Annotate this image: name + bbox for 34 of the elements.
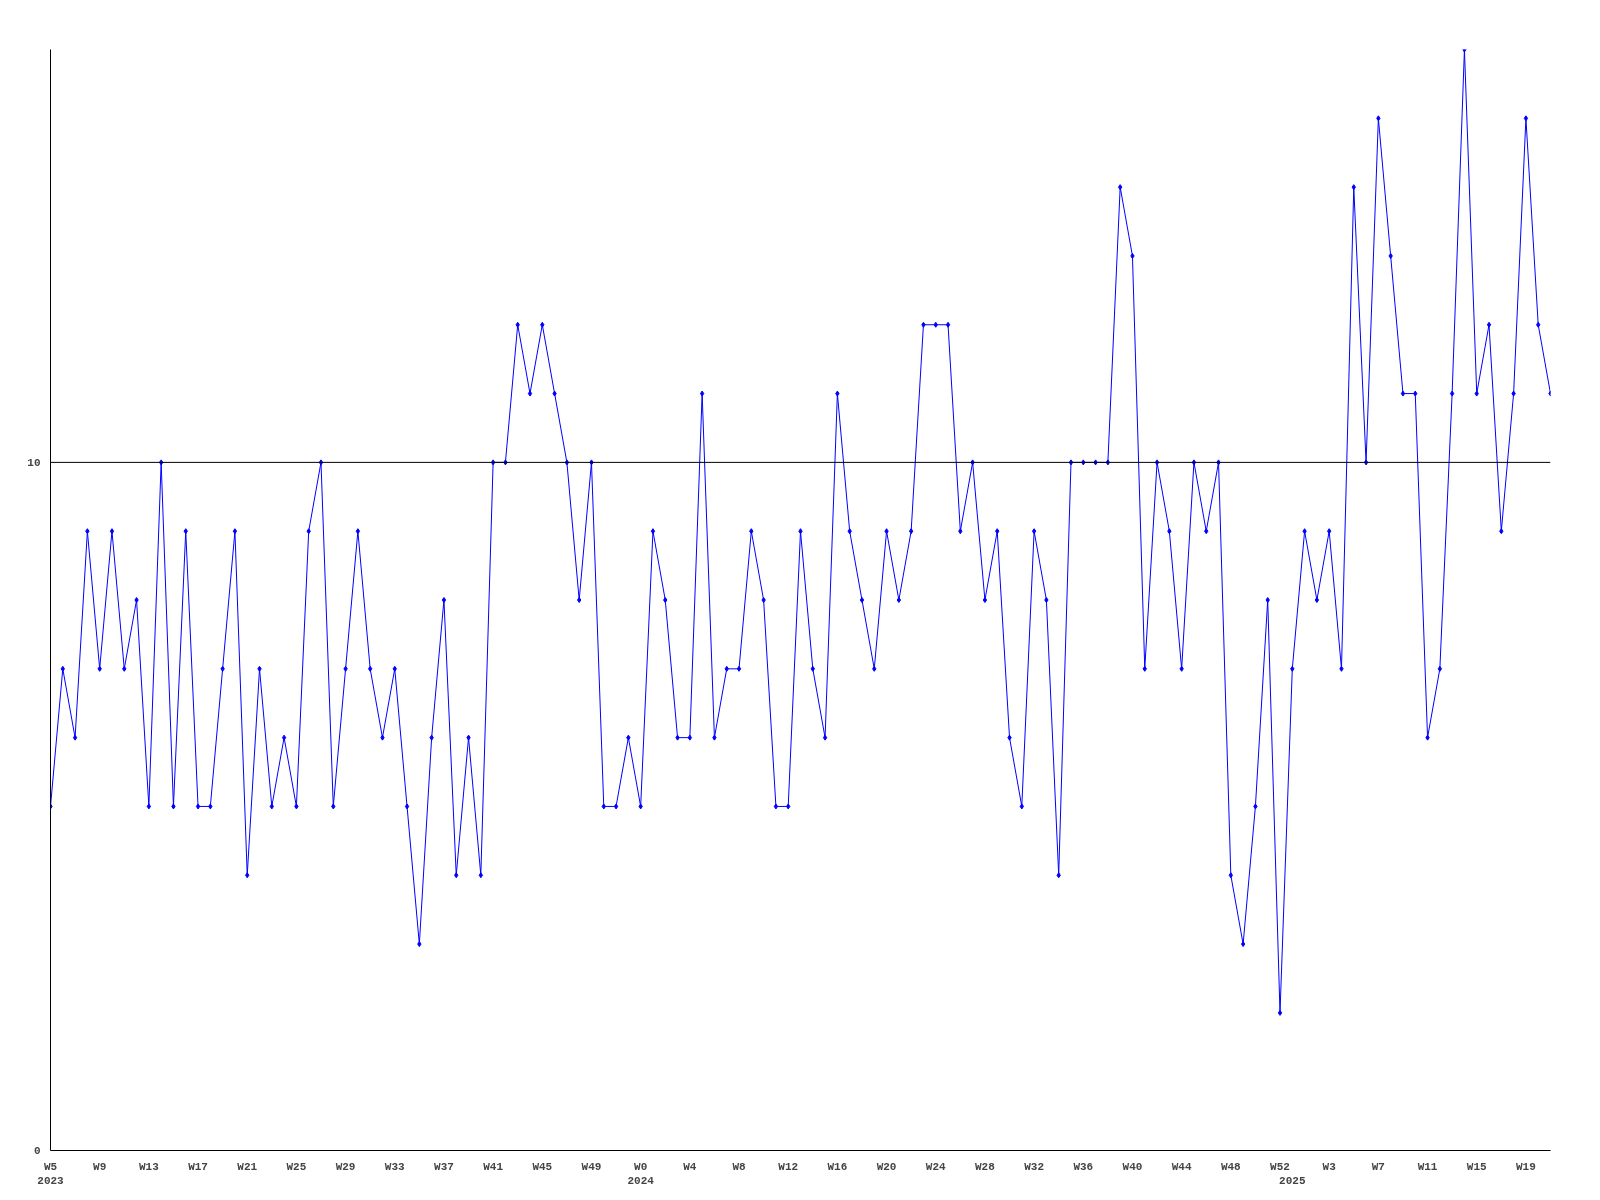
x-tick-label: W33	[384, 1160, 406, 1173]
x-tick-label: W4	[683, 1160, 697, 1173]
x-tick-label: W19	[1516, 1160, 1536, 1173]
x-tick-label: W44	[1171, 1160, 1192, 1173]
x-tick-label: 2025	[1279, 1174, 1306, 1187]
x-tick-label: W15	[1466, 1160, 1488, 1173]
x-tick-label: W17	[188, 1160, 208, 1173]
x-tick-label: W25	[286, 1160, 307, 1173]
x-tick-label: W36	[1073, 1160, 1094, 1173]
x-tick-label: W0 2024	[627, 1160, 655, 1187]
x-tick-label: W45	[532, 1160, 553, 1173]
x-tick-label: W41	[483, 1160, 504, 1173]
x-tick-label: W5 2023	[37, 1160, 65, 1187]
x-tick-label: W32	[1024, 1160, 1045, 1173]
x-tick-label: W37	[434, 1160, 454, 1173]
x-tick-label: W40	[1122, 1160, 1143, 1173]
x-tick-label: W3	[1322, 1160, 1337, 1173]
x-tick-label: W52	[1270, 1160, 1290, 1173]
x-tick-label: W48	[1220, 1160, 1242, 1173]
x-tick-label: W12	[778, 1160, 799, 1173]
x-tick-label: W28	[975, 1160, 996, 1173]
x-tick-label: W29	[335, 1160, 356, 1173]
x-tick-label: W24	[925, 1160, 947, 1173]
x-tick-label: W13	[138, 1160, 160, 1173]
y-tick-label: 0	[33, 1145, 41, 1157]
y-tick-label: 10	[27, 456, 41, 469]
x-tick-label: W7	[1371, 1160, 1385, 1173]
x-tick-label: W49	[581, 1160, 602, 1173]
x-tick-label: W8	[732, 1160, 747, 1173]
x-tick-label: W16	[827, 1160, 848, 1173]
x-tick-label: W9	[93, 1160, 107, 1173]
x-tick-label: W20	[876, 1160, 897, 1173]
x-tick-label: W21	[237, 1160, 258, 1173]
x-tick-label: W11	[1417, 1160, 1438, 1173]
